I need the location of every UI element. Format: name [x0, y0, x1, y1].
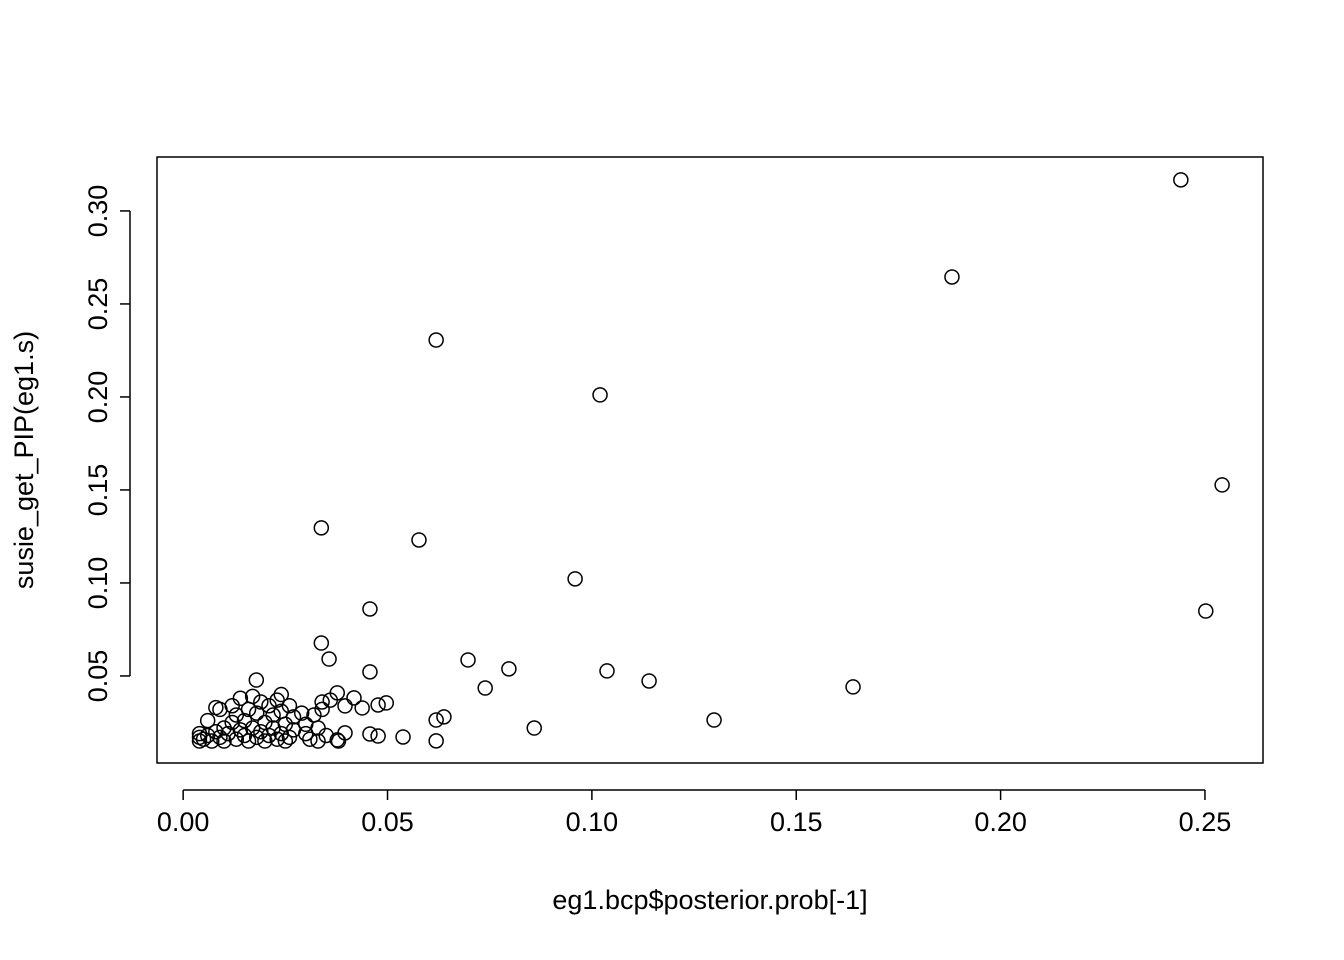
point — [411, 532, 427, 548]
point — [204, 733, 220, 749]
point — [477, 680, 493, 696]
y-tick-label: 0.10 — [83, 557, 113, 610]
point — [199, 712, 216, 729]
point — [265, 707, 281, 723]
point — [216, 733, 232, 749]
point — [322, 692, 339, 708]
point — [248, 672, 265, 688]
point — [224, 697, 240, 714]
point — [1198, 603, 1214, 619]
y-tick-label: 0.05 — [83, 650, 113, 703]
point — [362, 601, 378, 617]
point — [313, 520, 330, 536]
plot-frame — [156, 156, 1264, 764]
point — [293, 705, 310, 721]
point — [460, 652, 476, 668]
y-tick-label: 0.30 — [83, 185, 113, 238]
point — [212, 729, 228, 746]
point — [273, 686, 290, 703]
point — [428, 733, 444, 749]
point — [232, 690, 249, 707]
point — [362, 664, 378, 680]
x-tick-label: 0.10 — [566, 807, 619, 837]
point — [845, 679, 861, 695]
point — [310, 720, 326, 736]
point — [285, 709, 302, 725]
point — [310, 733, 326, 749]
point — [314, 694, 330, 710]
y-tick-label: 0.20 — [83, 371, 113, 424]
point — [248, 705, 265, 721]
point — [321, 651, 337, 667]
point — [346, 690, 362, 706]
point — [228, 731, 245, 747]
point — [330, 733, 347, 749]
point — [354, 700, 370, 716]
point — [281, 697, 298, 714]
point — [592, 387, 608, 403]
x-tick-label: 0.25 — [1179, 807, 1232, 837]
point — [501, 661, 517, 677]
point — [302, 731, 318, 747]
point — [567, 571, 583, 587]
point — [526, 720, 542, 736]
point — [395, 729, 411, 745]
x-tick-label: 0.15 — [770, 807, 823, 837]
y-axis-title: susie_get_PIP(eg1.s) — [9, 331, 39, 589]
point — [1214, 477, 1230, 493]
y-tick-label: 0.25 — [83, 278, 113, 331]
point — [277, 733, 294, 749]
point — [281, 729, 298, 746]
point — [1173, 172, 1189, 188]
x-tick-label: 0.05 — [361, 807, 414, 837]
point — [370, 697, 386, 713]
point — [313, 635, 330, 651]
point — [337, 698, 353, 714]
point — [195, 731, 212, 747]
x-tick-label: 0.00 — [157, 807, 210, 837]
point — [599, 663, 615, 679]
point — [641, 673, 657, 689]
point — [244, 688, 261, 705]
point — [314, 701, 330, 718]
point — [944, 269, 960, 285]
x-axis-title: eg1.bcp$posterior.prob[-1] — [552, 885, 867, 915]
point — [261, 727, 277, 744]
point — [370, 728, 386, 744]
point — [362, 726, 378, 742]
y-tick-label: 0.15 — [83, 464, 113, 517]
point — [436, 709, 452, 725]
point — [378, 695, 395, 711]
point — [428, 332, 444, 348]
x-tick-label: 0.20 — [974, 807, 1027, 837]
point — [706, 712, 722, 728]
point — [253, 694, 269, 710]
point — [428, 712, 444, 728]
